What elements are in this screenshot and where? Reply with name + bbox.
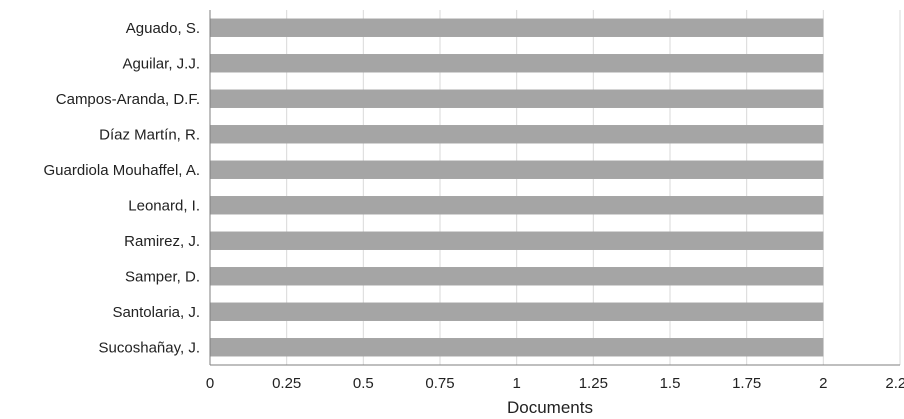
- x-axis-title: Documents: [507, 398, 593, 417]
- category-label: Sucoshañay, J.: [99, 339, 200, 356]
- bar: [210, 338, 824, 357]
- axes: [209, 10, 900, 366]
- bars: [210, 18, 824, 357]
- x-tick-label: 1: [512, 375, 520, 392]
- bar: [210, 89, 824, 108]
- category-label: Aguilar, J.J.: [122, 55, 200, 72]
- x-tick-label: 0.5: [353, 375, 374, 392]
- x-tick-label: 2.25: [885, 375, 904, 392]
- category-label: Leonard, I.: [128, 197, 200, 214]
- x-tick-label: 1.75: [732, 375, 761, 392]
- category-labels: Aguado, S. Aguilar, J.J. Campos-Aranda, D.…: [44, 20, 201, 357]
- x-tick-label: 1.25: [579, 375, 608, 392]
- bar: [210, 231, 824, 250]
- bar: [210, 54, 824, 73]
- category-label: Ramirez, J.: [124, 233, 200, 250]
- bar: [210, 302, 824, 321]
- x-tick-label: 2: [819, 375, 827, 392]
- bar: [210, 18, 824, 37]
- x-tick-label: 1.5: [660, 375, 681, 392]
- bar: [210, 196, 824, 215]
- category-label: Santolaria, J.: [112, 304, 200, 321]
- category-label: Samper, D.: [125, 268, 200, 285]
- category-label: Guardiola Mouhaffel, A.: [44, 162, 201, 179]
- category-label: Aguado, S.: [126, 20, 200, 37]
- x-tick-label: 0: [206, 375, 214, 392]
- bar: [210, 267, 824, 286]
- category-label: Campos-Aranda, D.F.: [56, 91, 200, 108]
- bar: [210, 160, 824, 179]
- x-tick-label: 0.25: [272, 375, 301, 392]
- bar: [210, 125, 824, 144]
- category-label: Díaz Martín, R.: [99, 126, 200, 143]
- x-tick-label: 0.75: [425, 375, 454, 392]
- x-tick-labels: 0 0.25 0.5 0.75 1 1.25 1.5 1.75 2 2.25: [206, 375, 904, 392]
